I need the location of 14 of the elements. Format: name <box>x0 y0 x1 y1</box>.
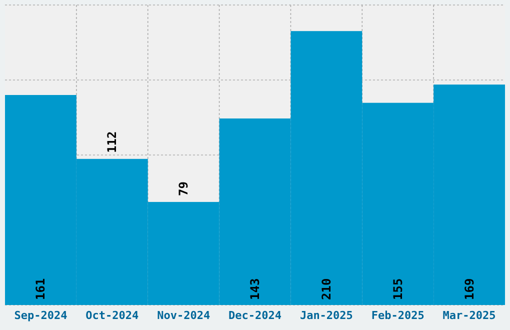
data-label: 112 <box>105 131 120 153</box>
data-label: 210 <box>319 278 334 300</box>
data-label: 143 <box>248 278 262 300</box>
x-tick-label: Jan-2025 <box>300 308 353 322</box>
x-tick-label: Oct-2024 <box>86 308 140 322</box>
data-label: 79 <box>176 182 191 196</box>
x-tick-label: Dec-2024 <box>228 308 282 322</box>
data-label: 155 <box>390 278 405 300</box>
x-tick-label: Feb-2025 <box>371 308 424 322</box>
data-label: 169 <box>462 278 476 300</box>
x-tick-label: Sep-2024 <box>14 308 68 322</box>
data-label: 161 <box>34 278 48 300</box>
x-tick-label: Mar-2025 <box>442 308 496 322</box>
x-tick-label: Nov-2024 <box>157 308 210 322</box>
